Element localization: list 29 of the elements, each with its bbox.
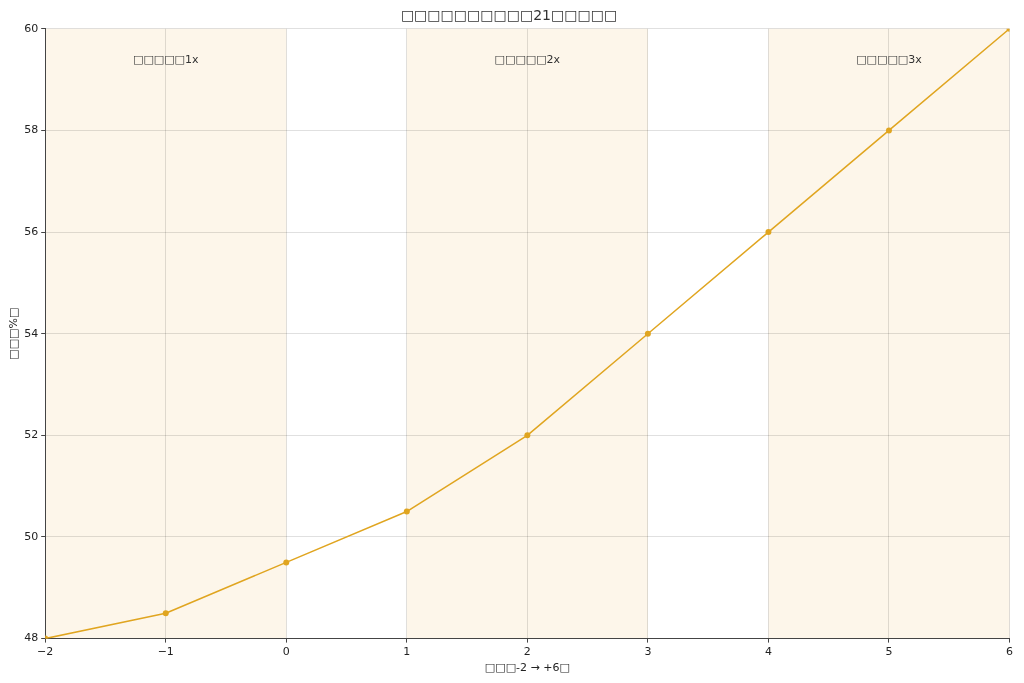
x-tick-label: −1	[157, 645, 174, 659]
y-axis-title: □□□%□	[7, 307, 21, 360]
point	[765, 229, 772, 236]
x-tick-label: 6	[1006, 645, 1013, 659]
x-tick-label: 0	[282, 645, 290, 659]
y-tick-label: 54	[24, 326, 39, 340]
y-tick-label: 52	[24, 428, 39, 442]
point	[162, 610, 169, 617]
y-tick-label: 60	[24, 21, 39, 35]
band-label: □□□□□1x	[132, 52, 199, 66]
point	[644, 330, 651, 337]
band-label: □□□□□3x	[856, 52, 923, 66]
point	[524, 432, 531, 439]
y-tick-label: 58	[24, 123, 39, 137]
x-tick-label: 4	[764, 645, 772, 659]
x-axis-title: □□□-2 → +6□	[484, 661, 570, 675]
y-tick-label: 50	[24, 529, 39, 543]
x-tick-label: 1	[403, 645, 411, 659]
point	[885, 127, 892, 134]
y-tick-label: 56	[24, 224, 39, 238]
x-tick-label: 2	[523, 645, 531, 659]
x-tick-label: 3	[644, 645, 652, 659]
point	[403, 508, 410, 515]
y-tick-label: 48	[24, 631, 39, 645]
x-tick-label: 5	[885, 645, 893, 659]
chart-title: □□□□□□□□□□21□□□□□	[400, 7, 618, 24]
x-tick-label: −2	[37, 645, 54, 659]
point	[283, 559, 290, 566]
band-label: □□□□□2x	[494, 52, 561, 66]
